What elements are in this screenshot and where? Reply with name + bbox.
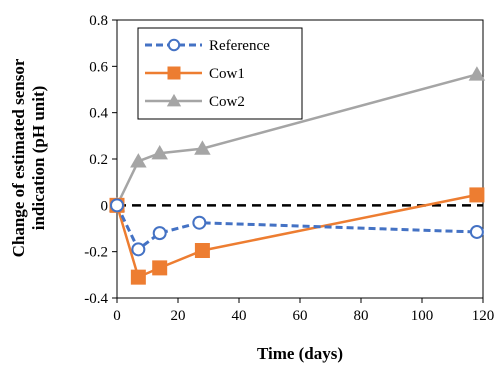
y-tick-label: 0.4 [89, 106, 108, 122]
y-tick-label: 0 [101, 198, 109, 214]
data-point-square [194, 243, 210, 259]
axes: -0.4 -0.2 0 0.2 0.4 0.6 0.8 0 20 40 60 80 100 120 [84, 13, 494, 324]
data-point-triangle [166, 93, 182, 107]
x-tick-label: 40 [232, 308, 247, 324]
x-tick-label: 20 [171, 308, 186, 324]
x-tick-label: 120 [472, 308, 495, 324]
plot-area [108, 66, 486, 285]
data-point-circle [167, 38, 181, 52]
data-point-square [130, 269, 146, 285]
data-point-triangle [151, 144, 168, 160]
data-point-circle [131, 242, 146, 257]
y-tick-label: -0.4 [84, 291, 108, 307]
series-line-cow1 [115, 193, 478, 279]
data-point-circle [110, 198, 124, 213]
legend-label-cow2: Cow2 [209, 94, 245, 110]
series-line-reference [115, 204, 477, 252]
data-point-triangle [130, 153, 147, 168]
data-point-square [152, 260, 168, 276]
x-tick-label: 80 [354, 308, 369, 324]
data-point-circle [152, 226, 167, 241]
y-axis-title-line-1: Change of estimated sensor [9, 58, 28, 257]
data-point-triangle [194, 140, 211, 155]
legend-label-cow1: Cow1 [209, 66, 245, 82]
data-point-square [167, 66, 181, 80]
y-axis-title-line-2: indication (pH unit) [29, 86, 48, 231]
legend: Reference Cow1 Cow2 [137, 27, 303, 120]
data-point-triangle [468, 66, 486, 81]
x-tick-label: 0 [113, 308, 121, 324]
x-tick-label: 100 [411, 308, 434, 324]
y-tick-label: 0.2 [89, 152, 108, 168]
y-tick-label: -0.2 [84, 245, 108, 261]
x-tick-label: 60 [293, 308, 308, 324]
data-point-circle [469, 224, 484, 239]
data-point-square [469, 187, 485, 203]
y-tick-label: 0.6 [89, 59, 108, 75]
x-axis-title: Time (days) [257, 344, 343, 363]
data-point-circle [192, 215, 207, 230]
y-axis-title: Change of estimated sensor indication (p… [9, 58, 48, 257]
y-tick-label: 0.8 [89, 13, 108, 29]
legend-label-reference: Reference [209, 38, 270, 54]
